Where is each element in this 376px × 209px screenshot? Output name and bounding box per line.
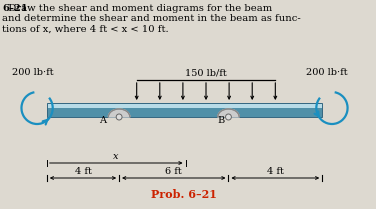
Text: 200 lb·ft: 200 lb·ft	[306, 68, 347, 77]
Polygon shape	[218, 109, 239, 117]
Text: Draw the shear and moment diagrams for the beam
and determine the shear and mome: Draw the shear and moment diagrams for t…	[2, 4, 301, 34]
Text: 6–21: 6–21	[2, 4, 28, 13]
Polygon shape	[47, 108, 322, 117]
Text: B: B	[217, 116, 224, 125]
Text: x: x	[114, 152, 119, 161]
Text: 4 ft: 4 ft	[267, 167, 284, 176]
Circle shape	[116, 114, 122, 120]
Text: A: A	[99, 116, 106, 125]
Text: 200 lb·ft: 200 lb·ft	[12, 68, 53, 77]
Polygon shape	[108, 109, 130, 117]
Polygon shape	[47, 103, 322, 108]
Text: 6 ft: 6 ft	[165, 167, 182, 176]
Text: 150 lb/ft: 150 lb/ft	[185, 68, 227, 77]
Circle shape	[226, 114, 231, 120]
Text: 4 ft: 4 ft	[74, 167, 91, 176]
Text: Prob. 6–21: Prob. 6–21	[151, 189, 217, 200]
